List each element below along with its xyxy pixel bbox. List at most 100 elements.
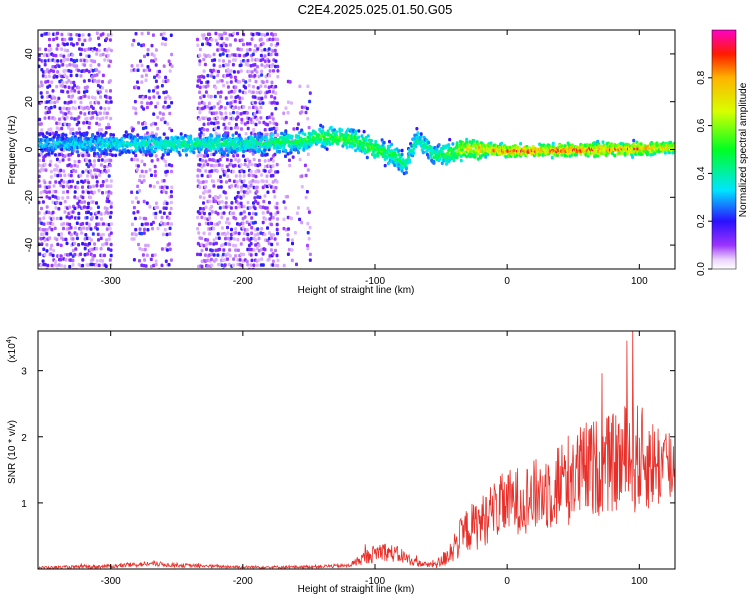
spectrogram-cell-1710 [231, 63, 235, 67]
spectrogram-cell-2609 [98, 147, 102, 152]
spectrogram-cell-1469 [214, 195, 217, 199]
spectrogram-cell-911 [108, 96, 112, 100]
spectrogram-cell-4356 [560, 153, 564, 157]
spectrogram-cell-1690 [233, 270, 236, 274]
spectrogram-cell-1032 [146, 228, 150, 232]
spectrogram-cell-839 [105, 222, 109, 227]
spectrogram-cell-3618 [364, 138, 368, 142]
spectrogram-cell-2035 [255, 90, 259, 95]
spectrogram-cell-754 [98, 173, 101, 177]
spectrogram-cell-2273 [275, 253, 279, 258]
spectrogram-cell-3894 [437, 143, 441, 147]
spectrogram-cell-2320 [287, 247, 291, 252]
spectrogram-cell-1463 [214, 248, 218, 253]
spectrogram-cell-1336 [204, 253, 207, 257]
spectrogram-cell-801 [101, 243, 104, 247]
snr-scale-exponent: 4 [6, 339, 13, 343]
spectrogram-cell-1761 [235, 111, 239, 115]
spectrogram-cell-1606 [224, 96, 228, 100]
spectrogram-cell-7 [38, 211, 41, 215]
spectrogram-cell-1360 [206, 264, 210, 268]
spectrogram-cell-1436 [210, 38, 214, 42]
spectrogram-cell-2504 [70, 151, 74, 156]
spectrogram-cell-182 [51, 210, 55, 215]
spectrogram-cell-2072 [260, 173, 263, 177]
spectrogram-cell-3769 [404, 167, 408, 171]
spectrogram-cell-4763 [668, 150, 672, 155]
spectrogram-cell-463 [73, 159, 77, 164]
spectrogram-cell-33 [39, 191, 43, 195]
spectrogram-cell-783 [99, 163, 103, 167]
spectrogram-cell-1082 [152, 89, 155, 93]
spectrogram-cell-1259 [198, 185, 202, 189]
spectrogram-cell-1662 [228, 43, 232, 47]
spectrogram-cell-1544 [220, 200, 224, 204]
spectrogram-cell-1924 [250, 247, 254, 252]
spectrogram-cell-2347 [300, 220, 304, 225]
spectrogram-cell-2110 [263, 247, 267, 252]
spectrogram-cell-691 [91, 111, 95, 115]
spectrogram-cell-532 [79, 111, 83, 115]
spectrogram-cell-1517 [218, 163, 221, 167]
spectrogram-cell-275 [60, 232, 63, 236]
spectrogram-cell-233 [55, 164, 59, 169]
spectrogram-cell-2031 [255, 117, 259, 122]
spectrogram-cell-654 [89, 227, 93, 231]
spectrogram-cell-2212 [269, 52, 273, 57]
spectrogram-cell-719 [93, 59, 97, 64]
spectrogram-cell-470 [73, 83, 77, 88]
spectrogram-cell-624 [87, 222, 91, 227]
spectrogram-cell-186 [52, 184, 56, 188]
spectrogram-cell-1006 [142, 199, 146, 204]
spectrogram-cell-603 [85, 174, 89, 178]
spectrogram-cell-747 [97, 263, 101, 268]
spectrogram-cell-610 [85, 120, 89, 125]
spectrogram-cell-1447 [212, 164, 216, 168]
spectrogram-cell-1620 [226, 225, 229, 230]
spectrogram-cell-3611 [363, 147, 367, 152]
spectrogram-cell-1029 [144, 73, 148, 77]
spectrogram-cell-2051 [257, 158, 261, 163]
spectrogram-cell-3834 [421, 150, 425, 155]
spectrogram-cell-214 [53, 117, 57, 121]
spectrogram-cell-700 [93, 254, 96, 258]
spectrogram-cell-269 [60, 270, 63, 274]
spectrogram-cell-1410 [208, 54, 212, 59]
spectrogram-cell-95 [44, 47, 48, 52]
spectrogram-cell-890 [109, 248, 113, 252]
spectrogram-cell-295 [60, 32, 64, 37]
spectrogram-cell-1458 [212, 68, 215, 73]
spectrogram-cell-777 [99, 233, 103, 237]
spectrogram-cell-3050 [214, 150, 218, 154]
spectrogram-cell-4325 [551, 141, 555, 146]
spectrogram-cell-1516 [219, 175, 222, 179]
spectrogram-cell-209 [53, 173, 57, 177]
spectrogram-cell-1773 [238, 222, 242, 227]
spectrogram-cell-1716 [234, 248, 238, 252]
spectrogram-cell-1080 [152, 112, 156, 116]
spectrogram-cell-2258 [274, 106, 278, 111]
spectrogram-cell-1429 [210, 121, 213, 125]
spectrogram-cell-2294 [276, 42, 280, 46]
spectrogram-cell-913 [108, 79, 112, 83]
spectrogram-cell-2468 [61, 136, 65, 141]
spectrogram-cell-390 [67, 94, 71, 99]
spectrogram-cell-1564 [222, 248, 226, 252]
spectrogram-cell-4395 [570, 146, 574, 150]
spectrogram-cell-989 [140, 159, 144, 163]
spectrogram-cell-1505 [216, 73, 220, 78]
colorbar-label: Normalized spectral amplitude [738, 82, 749, 217]
spectrogram-cell-2131 [263, 59, 267, 63]
spectrogram-cell-423 [69, 58, 73, 62]
spectrogram-cell-1179 [164, 37, 168, 41]
spectrogram-cell-1628 [226, 126, 230, 130]
spectrogram-cell-1764 [236, 70, 240, 74]
spectrogram-cell-583 [82, 90, 86, 94]
spectrogram-cell-316 [61, 80, 65, 85]
spectrogram-cell-735 [96, 131, 100, 135]
spectrogram-cell-31 [40, 206, 43, 211]
spectrogram-cell-944 [134, 196, 138, 200]
spectrogram-cells [38, 31, 675, 274]
spectrogram-cell-4199 [519, 142, 523, 146]
spectrogram-cell-181 [51, 216, 55, 221]
